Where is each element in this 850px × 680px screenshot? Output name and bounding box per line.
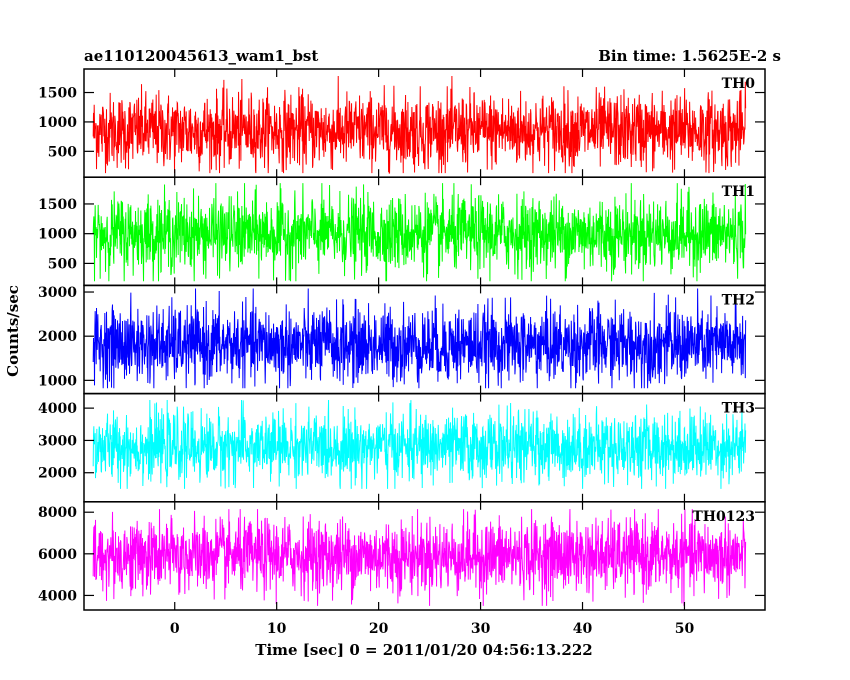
series-th0-trace bbox=[92, 76, 747, 174]
panels-group: 500 1000 1500 TH0 500 1000 1500 TH1 1000 2000 3000… bbox=[38, 68, 766, 611]
y-tick-label: 1500 bbox=[38, 86, 77, 102]
y-tick-label: 3000 bbox=[38, 285, 77, 301]
y-tick-label: 4000 bbox=[38, 401, 77, 417]
x-tick-label: 20 bbox=[369, 621, 389, 637]
x-axis: 0 10 20 30 40 50 bbox=[170, 621, 695, 637]
y-tick-label: 6000 bbox=[38, 547, 77, 563]
panel-label-th1: TH1 bbox=[722, 184, 755, 200]
y-tick-label: 500 bbox=[48, 256, 77, 272]
bin-time-label: Bin time: 1.5625E-2 s bbox=[598, 47, 781, 65]
panel-th0: 500 1000 1500 TH0 bbox=[38, 68, 766, 178]
y-axis-label: Counts/sec bbox=[4, 285, 22, 377]
y-tick-label: 1000 bbox=[38, 373, 77, 389]
y-tick-label: 4000 bbox=[38, 588, 77, 604]
x-tick-label: 40 bbox=[573, 621, 593, 637]
panel-label-th0: TH0 bbox=[722, 76, 756, 92]
x-tick-label: 10 bbox=[267, 621, 287, 637]
panel-label-th0123: TH0123 bbox=[692, 509, 755, 525]
y-tick-label: 2000 bbox=[38, 329, 77, 345]
panel-th1: 500 1000 1500 TH1 bbox=[38, 176, 766, 287]
series-th3-trace bbox=[92, 400, 747, 489]
panel-label-th3: TH3 bbox=[722, 401, 755, 417]
series-th2-trace bbox=[92, 288, 747, 389]
chart-title: ae110120045613_wam1_bst bbox=[84, 47, 318, 65]
x-tick-label: 0 bbox=[170, 621, 180, 637]
y-tick-label: 3000 bbox=[38, 433, 77, 449]
series-th0123-trace bbox=[92, 509, 747, 606]
y-tick-label: 8000 bbox=[38, 505, 77, 521]
y-tick-label: 1500 bbox=[38, 197, 77, 213]
y-tick-label: 1000 bbox=[38, 227, 77, 243]
y-tick-label: 500 bbox=[48, 144, 77, 160]
x-tick-label: 50 bbox=[675, 621, 695, 637]
y-tick-label: 1000 bbox=[38, 115, 77, 131]
series-th1-trace bbox=[92, 183, 747, 282]
panel-label-th2: TH2 bbox=[722, 292, 755, 308]
x-tick-label: 30 bbox=[471, 621, 491, 637]
x-axis-label: Time [sec] 0 = 2011/01/20 04:56:13.222 bbox=[255, 641, 592, 659]
panel-th3: 2000 3000 4000 TH3 bbox=[38, 392, 766, 503]
panel-th2: 1000 2000 3000 TH2 bbox=[38, 284, 766, 395]
y-tick-label: 2000 bbox=[38, 466, 77, 482]
panel-frame bbox=[83, 501, 766, 611]
panel-th0123: 4000 6000 8000 TH0123 bbox=[38, 501, 766, 611]
